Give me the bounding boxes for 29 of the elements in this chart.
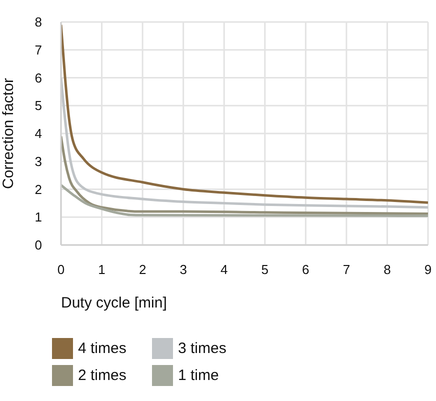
x-tick-label: 8 bbox=[384, 262, 391, 278]
x-tick-label: 2 bbox=[138, 262, 146, 278]
y-tick-label: 8 bbox=[34, 14, 42, 30]
x-axis-title: Duty cycle [min] bbox=[61, 294, 167, 312]
line-series bbox=[61, 184, 428, 217]
x-tick-label: 5 bbox=[261, 262, 269, 278]
x-tick-label: 9 bbox=[424, 262, 432, 278]
y-tick-label: 1 bbox=[34, 210, 42, 225]
x-tick-label: 4 bbox=[220, 262, 228, 278]
line-series bbox=[61, 76, 428, 209]
x-tick-label: 1 bbox=[98, 262, 106, 278]
legend-label: 4 times bbox=[77, 339, 128, 359]
x-tick-label: 7 bbox=[342, 262, 350, 278]
y-axis-title: Correction factor bbox=[0, 78, 17, 189]
y-tick-label: 2 bbox=[34, 182, 42, 197]
y-tick-label: 4 bbox=[34, 126, 42, 142]
y-tick-label: 7 bbox=[34, 42, 42, 58]
x-tick-label: 6 bbox=[302, 262, 310, 278]
y-tick-label: 3 bbox=[34, 154, 42, 169]
line-series bbox=[61, 135, 428, 216]
legend-label: 2 times bbox=[77, 366, 128, 386]
legend-label: 1 time bbox=[177, 366, 220, 386]
legend-label: 3 times bbox=[177, 339, 228, 359]
x-tick-label: 3 bbox=[180, 262, 187, 278]
y-tick-label: 6 bbox=[34, 70, 42, 86]
x-tick-label: 0 bbox=[57, 262, 65, 278]
y-tick-label: 0 bbox=[34, 238, 42, 253]
y-tick-label: 5 bbox=[34, 98, 42, 114]
line-series bbox=[61, 24, 428, 204]
